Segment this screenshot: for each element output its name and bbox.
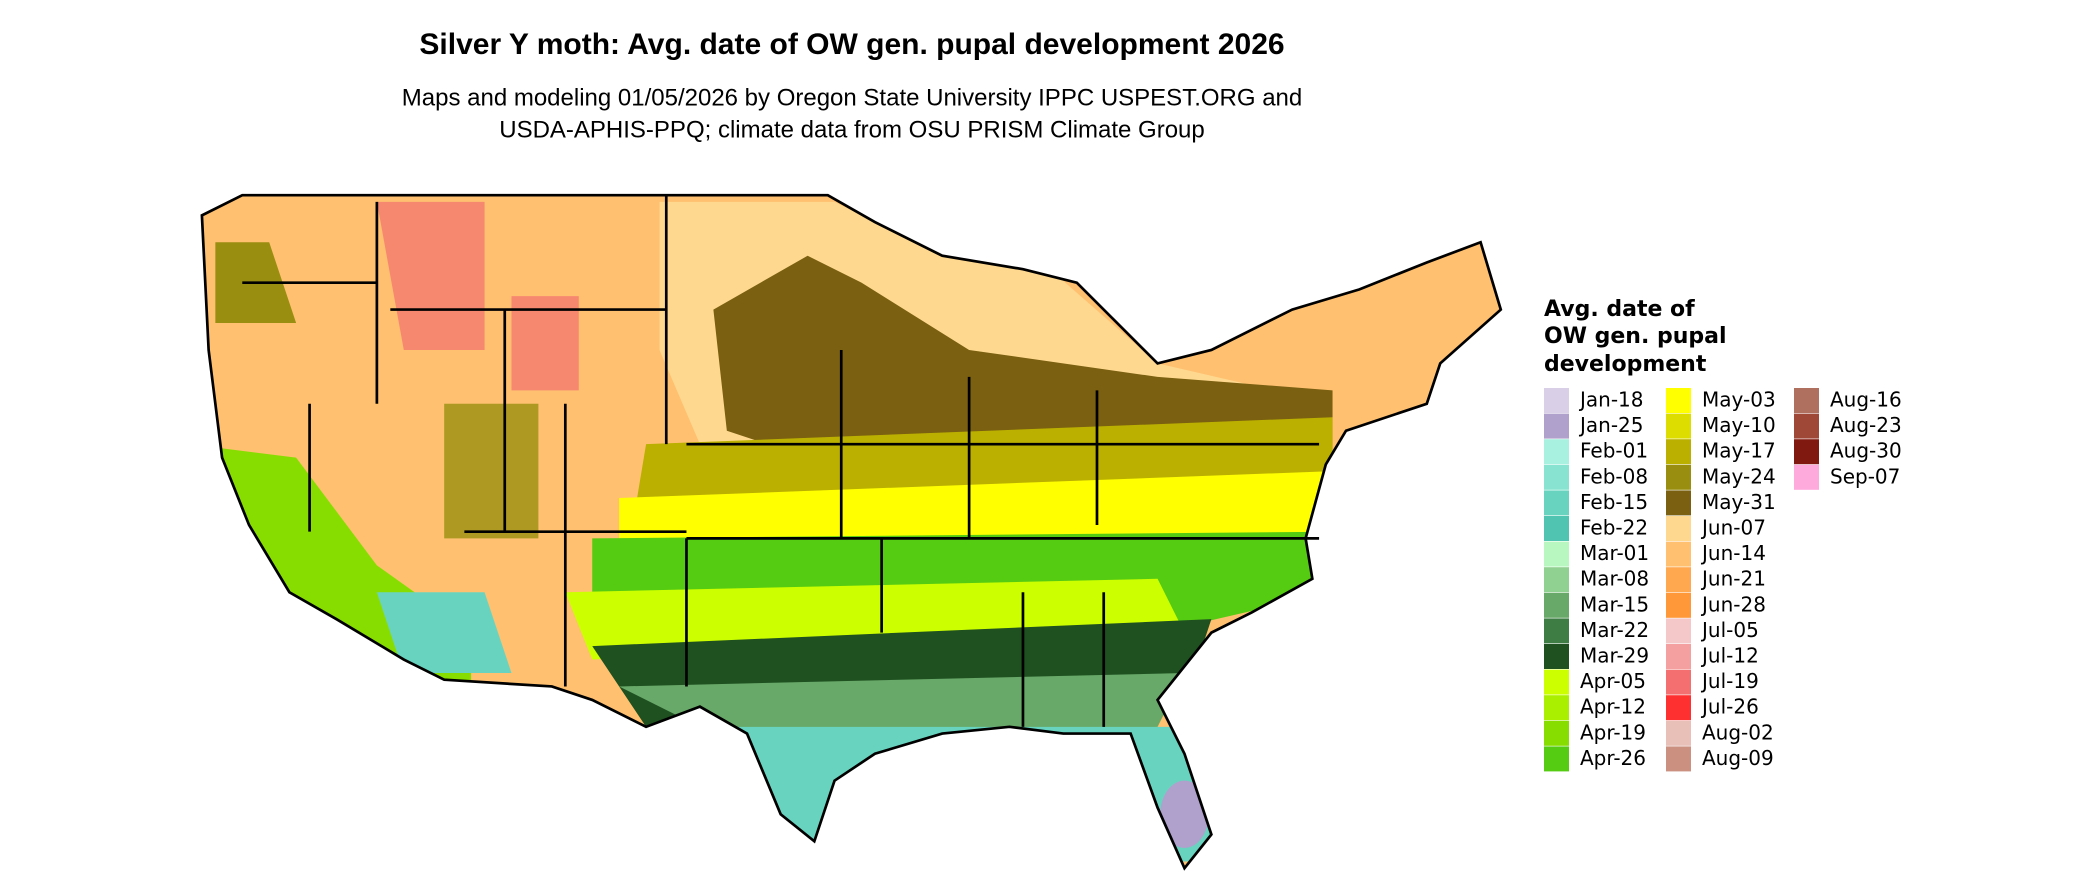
legend-label: Sep-07	[1830, 464, 1900, 488]
legend-title: Avg. date of	[1544, 297, 1695, 322]
state-borders	[200, 193, 1503, 871]
legend-label: Feb-08	[1580, 464, 1648, 488]
legend-label: Aug-30	[1830, 439, 1902, 463]
legend-label: Jun-14	[1700, 541, 1766, 565]
legend-label: Jun-07	[1700, 516, 1766, 540]
legend-swatch	[1666, 695, 1691, 721]
legend-swatch	[1544, 618, 1569, 644]
legend-swatch	[1666, 388, 1691, 413]
legend-swatch	[1794, 439, 1819, 465]
legend-swatch	[1544, 746, 1569, 772]
legend-swatch	[1666, 567, 1691, 593]
legend-label: Mar-15	[1580, 592, 1649, 616]
legend-swatch	[1666, 490, 1691, 516]
legend-swatch	[1544, 669, 1569, 695]
legend-label: Jul-19	[1700, 669, 1759, 693]
legend-swatch	[1666, 644, 1691, 669]
legend-swatch	[1666, 618, 1691, 644]
legend-swatch	[1544, 695, 1569, 721]
legend-swatch	[1544, 644, 1569, 669]
legend-label: Aug-02	[1702, 720, 1774, 744]
map	[201, 195, 1501, 869]
legend-label: Apr-26	[1580, 746, 1646, 770]
legend-swatch	[1544, 720, 1569, 746]
legend-swatch	[1544, 567, 1569, 593]
legend-title: OW gen. pupal	[1544, 324, 1727, 349]
legend-label: Feb-15	[1580, 490, 1648, 514]
legend-swatch	[1666, 720, 1691, 746]
legend-label: Jan-25	[1578, 413, 1644, 437]
legend-swatch	[1794, 464, 1819, 490]
legend-label: Mar-29	[1580, 644, 1649, 668]
legend-label: Mar-08	[1580, 567, 1649, 591]
legend-swatch	[1794, 413, 1819, 439]
legend: Avg. date of OW gen. pupal development J…	[1544, 297, 1902, 772]
legend-label: May-24	[1702, 464, 1776, 488]
legend-label: Feb-01	[1580, 439, 1648, 463]
legend-label: Aug-16	[1830, 388, 1902, 412]
legend-label: Jun-21	[1700, 567, 1766, 591]
legend-label: Feb-22	[1580, 516, 1648, 540]
legend-swatch	[1666, 464, 1691, 490]
legend-label: Apr-19	[1580, 720, 1646, 744]
legend-swatch	[1666, 413, 1691, 439]
legend-label: Jul-12	[1700, 644, 1759, 668]
subtitle: Maps and modeling 01/05/2026 by Oregon S…	[402, 84, 1302, 111]
legend-label: Aug-09	[1702, 746, 1774, 770]
subtitle: USDA-APHIS-PPQ; climate data from OSU PR…	[499, 116, 1205, 143]
legend-swatch	[1666, 746, 1691, 772]
legend-title: development	[1544, 352, 1707, 377]
legend-swatch	[1666, 669, 1691, 695]
title: Silver Y moth: Avg. date of OW gen. pupa…	[419, 28, 1284, 61]
legend-label: May-31	[1702, 490, 1776, 514]
legend-swatch	[1794, 388, 1819, 413]
legend-swatch	[1544, 388, 1569, 413]
legend-label: Apr-12	[1580, 695, 1646, 719]
legend-label: Jul-26	[1700, 695, 1759, 719]
legend-swatch	[1666, 592, 1691, 618]
legend-label: Jun-28	[1700, 592, 1766, 616]
legend-label: May-10	[1702, 413, 1776, 437]
legend-label: Aug-23	[1830, 413, 1902, 437]
legend-label: Jul-05	[1700, 618, 1759, 642]
legend-swatch	[1544, 464, 1569, 490]
legend-swatch	[1666, 541, 1691, 567]
legend-swatch	[1544, 541, 1569, 567]
legend-label: May-03	[1702, 388, 1776, 412]
legend-swatch	[1544, 439, 1569, 465]
legend-swatch	[1544, 592, 1569, 618]
legend-swatch	[1544, 413, 1569, 439]
legend-label: Mar-01	[1580, 541, 1649, 565]
legend-swatch	[1666, 439, 1691, 465]
legend-swatch	[1544, 490, 1569, 516]
legend-swatch	[1544, 516, 1569, 541]
legend-label: May-17	[1702, 439, 1776, 463]
legend-label: Apr-05	[1580, 669, 1646, 693]
legend-swatch	[1666, 516, 1691, 541]
legend-label: Jan-18	[1578, 388, 1644, 412]
legend-label: Mar-22	[1580, 618, 1649, 642]
